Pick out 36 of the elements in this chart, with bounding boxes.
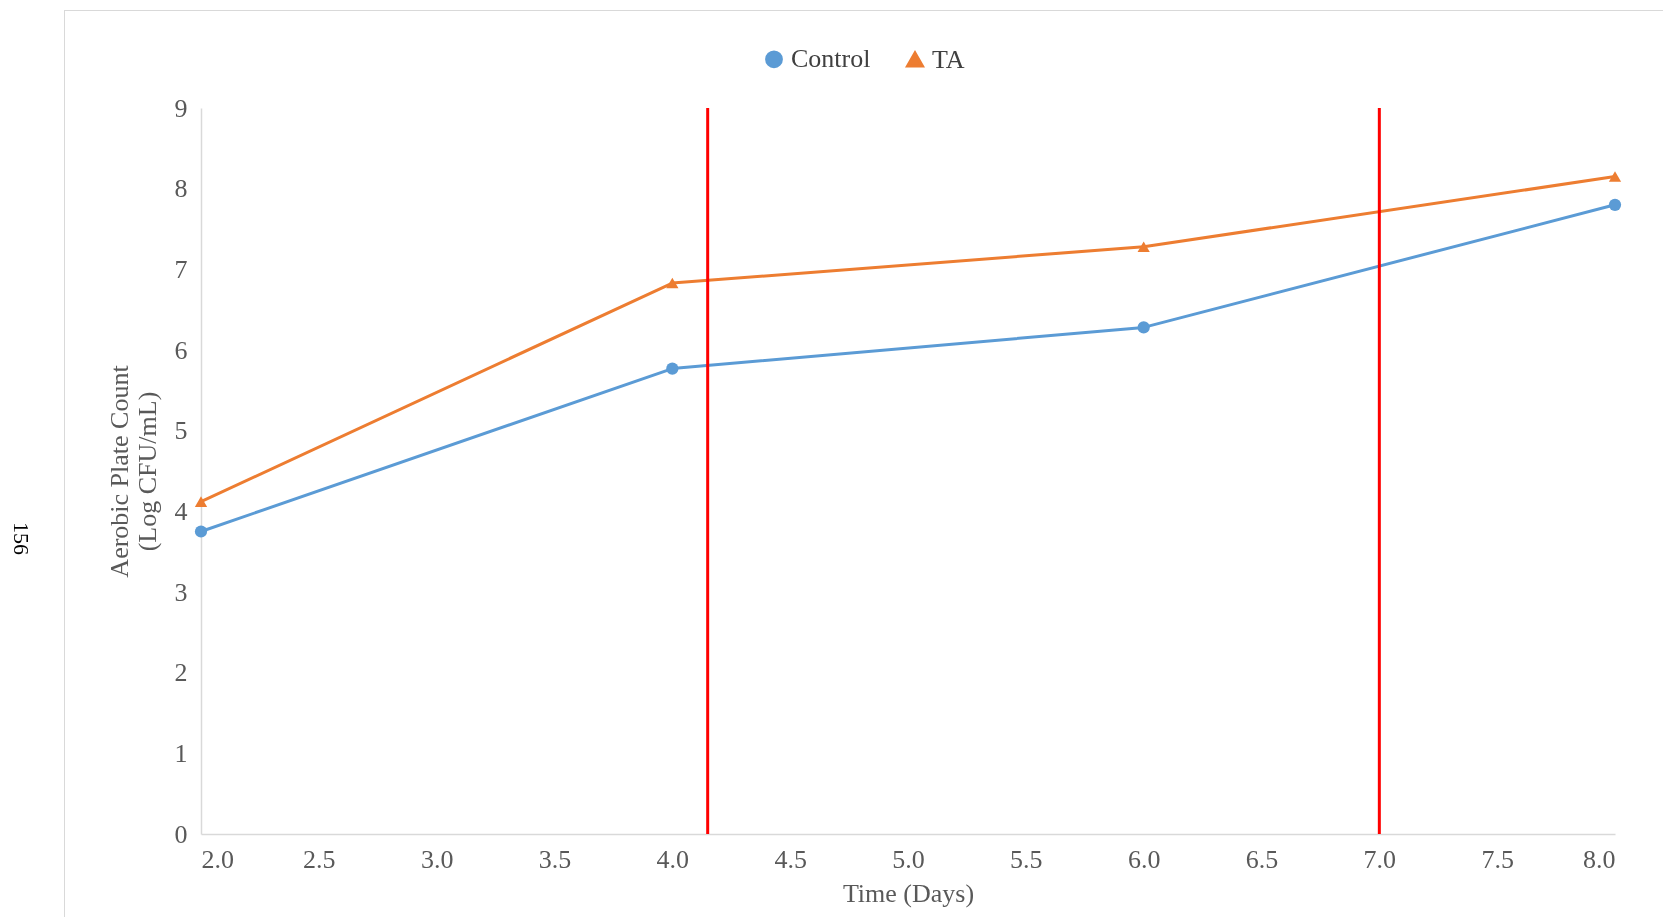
y-tick-label: 3: [174, 577, 188, 607]
x-tick-label: 7.5: [1481, 844, 1514, 874]
y-tick-label: 0: [174, 819, 188, 849]
x-tick-label: 6.0: [1127, 844, 1161, 874]
x-tick-label: 3.5: [538, 844, 572, 874]
point: [1608, 198, 1622, 211]
x-tick-label: 5.5: [1010, 844, 1043, 874]
y-tick-label: 1: [174, 738, 188, 768]
y-tick-label: 8: [174, 174, 188, 204]
y-tick-label: 5: [174, 416, 188, 446]
y-tick-label: 7: [174, 254, 188, 284]
point: [666, 362, 679, 375]
point: [194, 525, 208, 538]
y-tick-label: 2: [174, 658, 188, 688]
y-tick-label: 6: [174, 335, 188, 365]
x-tick-label: 4.0: [656, 844, 690, 874]
x-tick-label: 8.0: [1583, 844, 1616, 874]
x-tick-label: 5.0: [892, 844, 925, 874]
y-tick-label: 4: [174, 496, 188, 526]
y-tick-label: 9: [174, 93, 188, 123]
point: [1137, 241, 1150, 253]
y-axis-title: Aerobic Plate Count (Log CFU/mL): [104, 364, 162, 578]
x-tick-label: 3.0: [420, 844, 454, 874]
legend-label: TA: [932, 44, 965, 74]
text: 156: [8, 522, 34, 555]
x-tick-label: 2.5: [303, 844, 336, 874]
x-tick-label: 6.5: [1245, 844, 1279, 874]
legend-label: Control: [791, 44, 871, 74]
point: [1137, 321, 1150, 334]
point: [194, 496, 208, 507]
x-axis-title: Time (Days): [842, 878, 975, 908]
x-tick-label: 2.0: [201, 844, 234, 874]
point: [666, 277, 679, 289]
x-tick-label: 7.0: [1363, 844, 1397, 874]
point: [1608, 171, 1622, 182]
x-tick-label: 4.5: [774, 844, 807, 874]
